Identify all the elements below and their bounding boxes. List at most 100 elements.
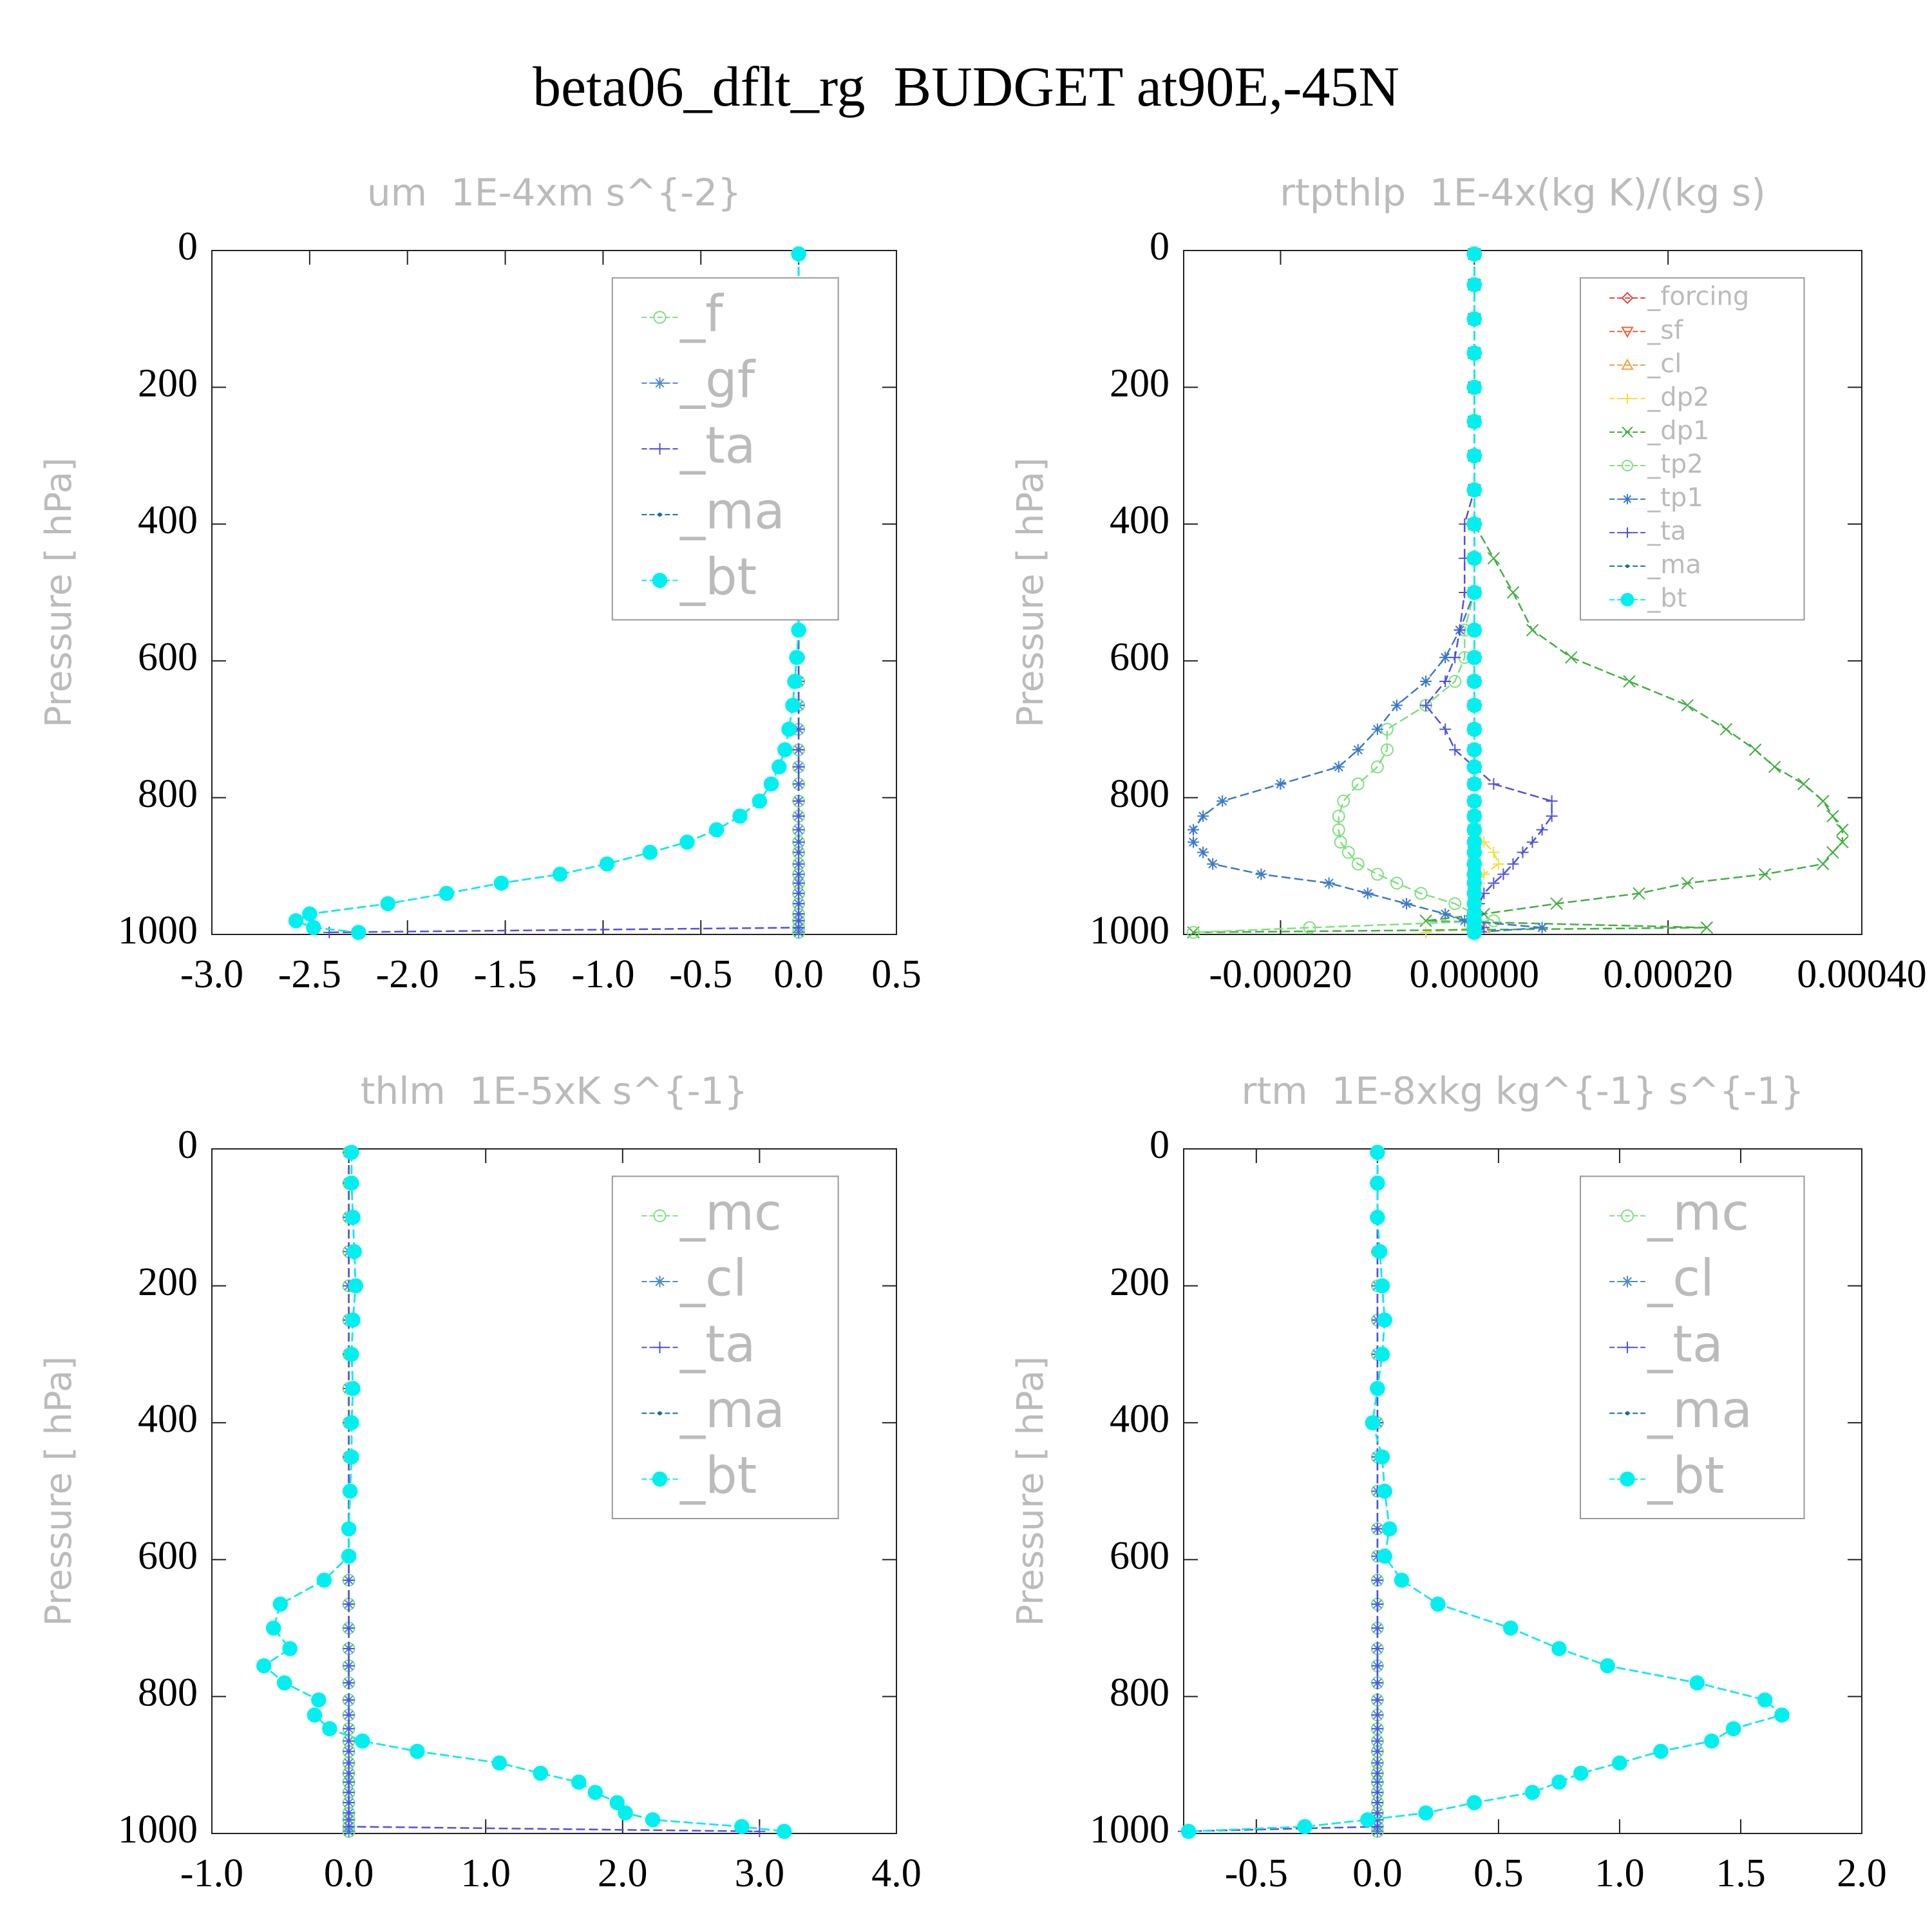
y-tick-label: 1000: [118, 909, 198, 952]
y-tick-label: 400: [138, 498, 198, 542]
marker: [1623, 675, 1636, 688]
marker: [653, 1209, 667, 1222]
marker: [341, 1521, 357, 1537]
marker: [256, 1658, 272, 1674]
marker: [1466, 742, 1482, 758]
marker: [1826, 810, 1839, 822]
marker: [793, 846, 805, 858]
marker: [1439, 651, 1452, 663]
marker: [1323, 877, 1335, 889]
marker: [1466, 482, 1482, 498]
series-line: [1183, 1152, 1379, 1833]
series: [256, 1144, 792, 1839]
legend-label: _ma: [1647, 550, 1701, 580]
marker: [1620, 1209, 1634, 1222]
y-tick-label: 800: [1110, 772, 1170, 816]
marker: [439, 886, 455, 902]
legend-label: _ta: [1647, 516, 1686, 546]
marker: [1371, 1776, 1383, 1788]
marker: [618, 1805, 633, 1821]
marker: [345, 1381, 361, 1396]
marker: [1633, 887, 1645, 900]
marker: [1826, 846, 1839, 859]
marker: [1466, 925, 1482, 940]
marker: [1374, 1278, 1390, 1294]
y-tick-label: 1000: [118, 1808, 198, 1852]
marker: [1430, 1596, 1446, 1612]
marker: [1377, 1312, 1392, 1328]
series: [1187, 247, 1501, 939]
marker: [1466, 585, 1482, 600]
marker: [1390, 699, 1403, 712]
y-axis-label: Pressure [ hPa]: [38, 1356, 80, 1626]
marker: [1374, 1449, 1390, 1465]
marker: [1620, 592, 1634, 607]
marker: [1466, 448, 1482, 464]
marker: [753, 1825, 766, 1837]
marker: [306, 920, 321, 936]
marker: [658, 512, 662, 517]
marker: [1621, 327, 1634, 338]
y-tick-label: 800: [138, 772, 198, 816]
marker: [1507, 858, 1519, 870]
marker: [1371, 1709, 1383, 1721]
marker: [1768, 761, 1781, 773]
marker: [351, 925, 366, 940]
legend-label: _ma: [679, 1381, 785, 1439]
marker: [1517, 846, 1529, 858]
x-tick-label: 2.0: [598, 1852, 648, 1895]
marker: [322, 1721, 337, 1737]
x-tick-label: 1.5: [1716, 1852, 1766, 1895]
marker: [1621, 358, 1634, 370]
x-tick-label: 0.0: [324, 1852, 374, 1895]
y-tick-label: 400: [138, 1397, 198, 1441]
marker: [708, 822, 724, 838]
marker: [272, 1596, 289, 1612]
figure-title: beta06_dflt_rg BUDGET at90E,-45N: [533, 56, 1399, 118]
panel-title: thlm 1E-5xK s^{-1}: [361, 1069, 748, 1113]
marker: [1371, 723, 1383, 735]
marker: [1180, 1824, 1197, 1839]
marker: [493, 875, 509, 891]
y-tick-label: 0: [1150, 225, 1170, 269]
marker: [282, 1641, 298, 1656]
marker: [1371, 1522, 1383, 1535]
marker: [1360, 1812, 1376, 1828]
marker: [343, 1694, 355, 1706]
marker: [1625, 564, 1629, 568]
legend-item: _ma: [641, 483, 785, 541]
marker: [344, 1415, 359, 1430]
marker: [1466, 413, 1482, 430]
marker: [1681, 876, 1694, 890]
marker: [1466, 674, 1482, 689]
marker: [1418, 1805, 1434, 1821]
legend-item: _ta: [641, 1316, 755, 1374]
marker: [653, 310, 667, 324]
marker: [1524, 1785, 1540, 1800]
marker: [1439, 908, 1452, 920]
marker: [1622, 426, 1633, 438]
legend-label: _ta: [679, 1316, 755, 1374]
marker: [1681, 699, 1694, 712]
marker: [652, 1471, 668, 1487]
marker: [1371, 1694, 1383, 1706]
marker: [1536, 922, 1548, 934]
marker: [1565, 651, 1578, 664]
legend-item: _dp2: [1609, 383, 1709, 412]
y-tick-label: 600: [1110, 1534, 1170, 1578]
plot-frame: [1183, 1148, 1862, 1834]
marker: [1332, 761, 1345, 773]
legend-item: _bt: [641, 549, 757, 607]
marker: [1371, 1677, 1383, 1689]
marker: [734, 1819, 750, 1835]
marker: [344, 1175, 359, 1191]
marker: [1612, 1755, 1627, 1771]
marker: [348, 1278, 363, 1294]
x-tick-label: -2.5: [278, 952, 341, 996]
marker: [1374, 1347, 1390, 1362]
x-tick-label: -0.00020: [1209, 952, 1352, 996]
y-tick-label: 0: [178, 1123, 198, 1167]
series-line: [1425, 254, 1500, 934]
marker: [732, 808, 748, 824]
marker: [1370, 1381, 1385, 1396]
